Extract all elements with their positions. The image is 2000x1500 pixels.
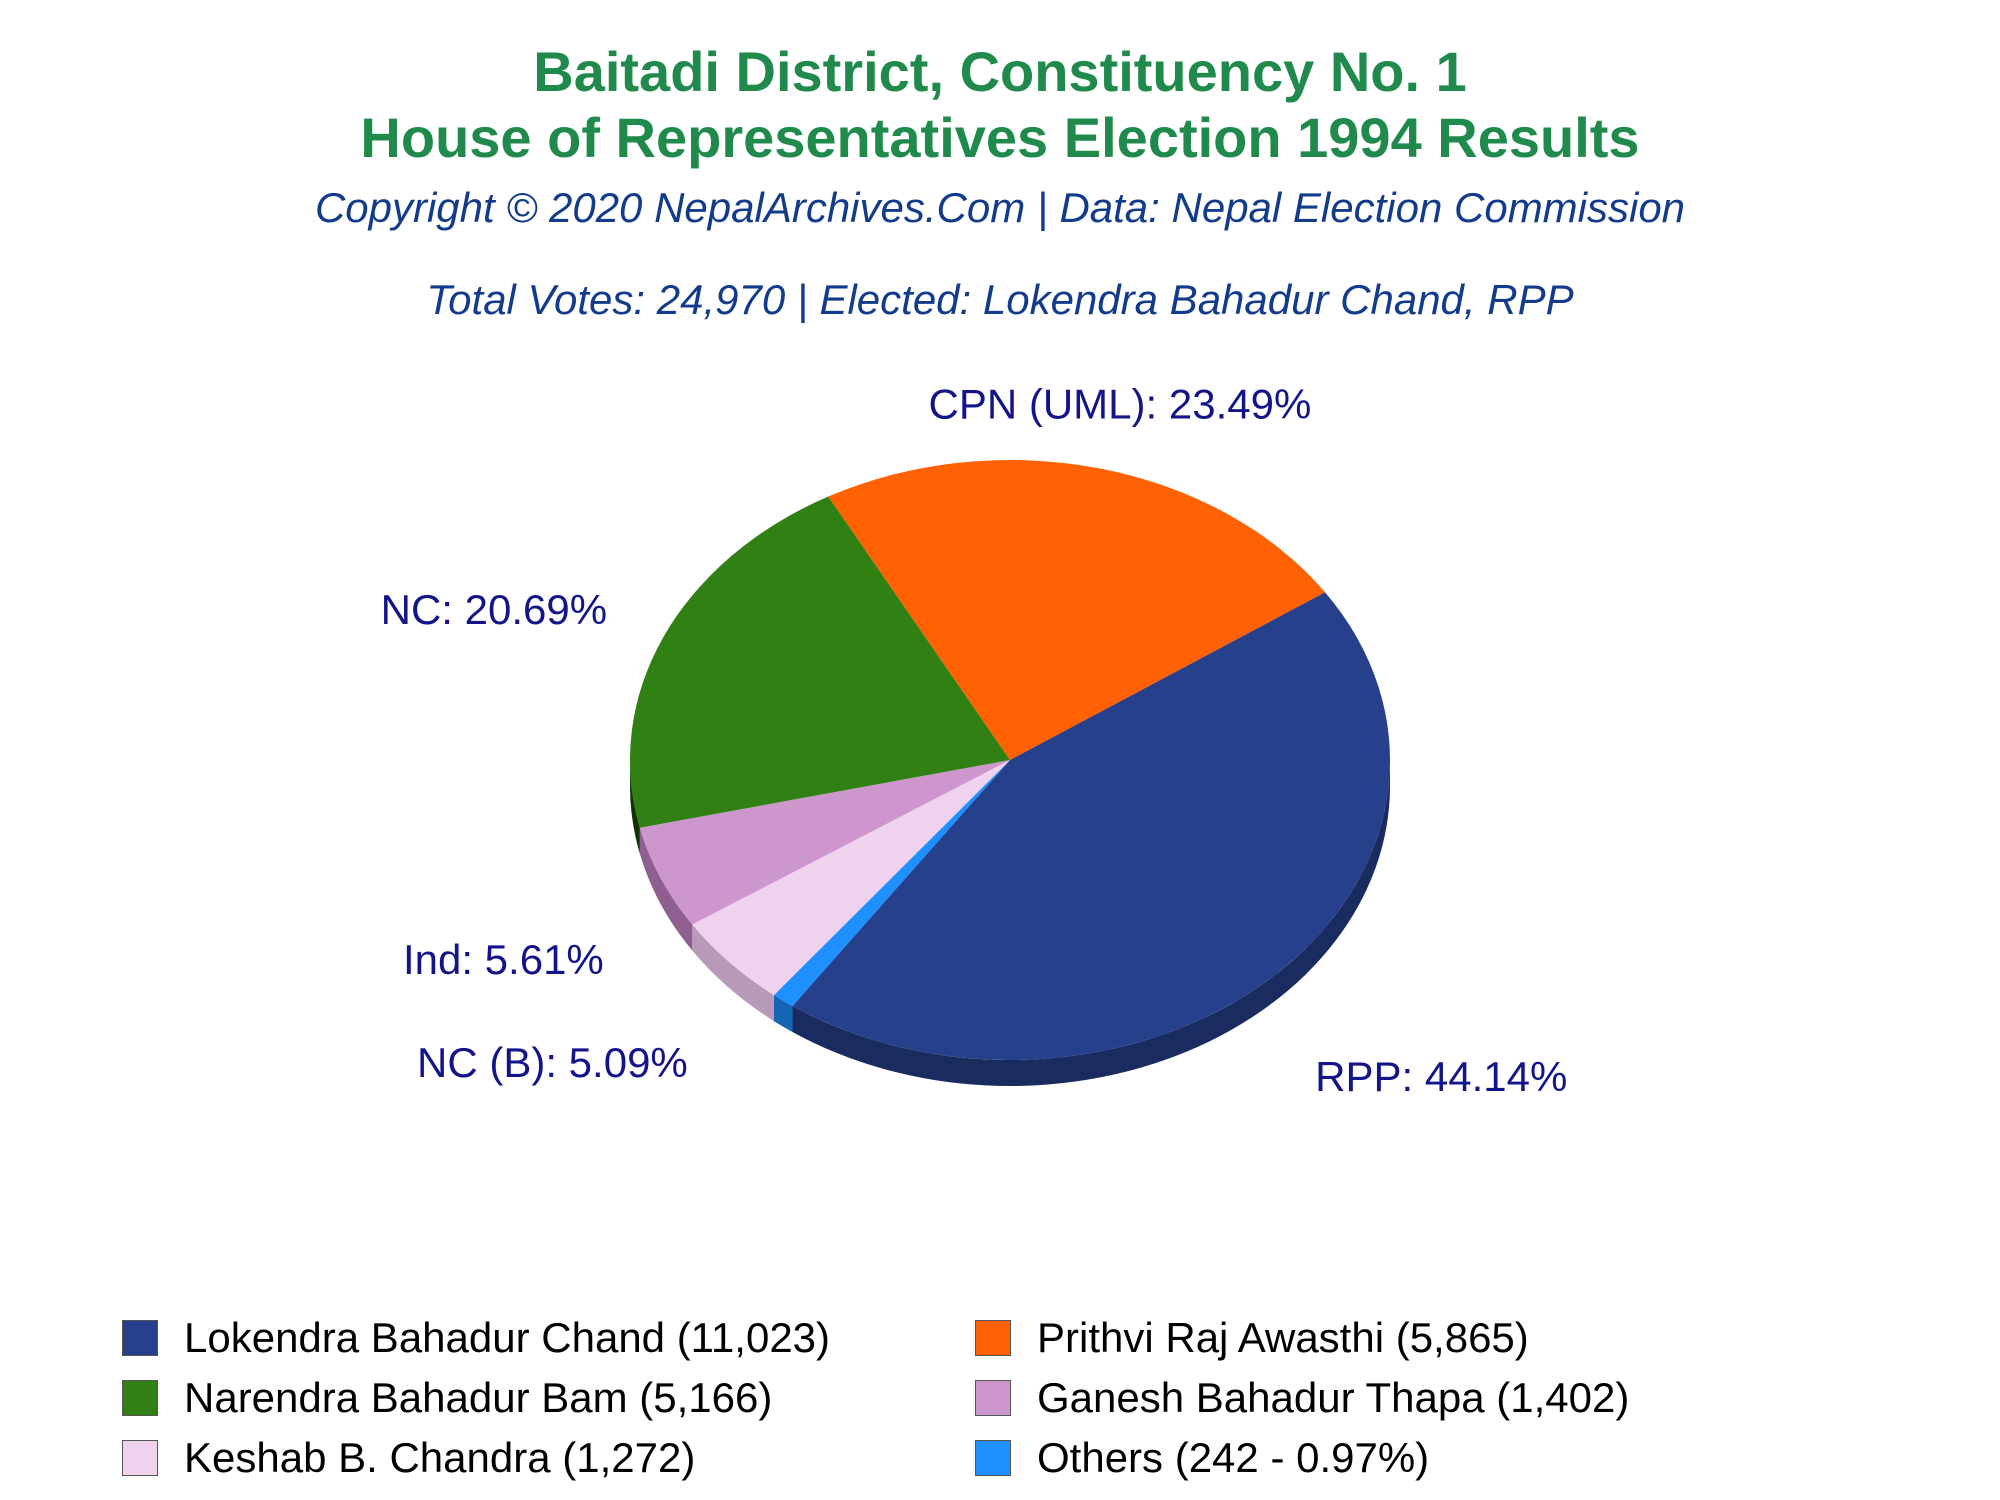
pie-slice-label: RPP: 44.14% bbox=[1315, 1053, 1567, 1100]
pie-slice bbox=[639, 760, 1010, 925]
pie-depth-group bbox=[630, 760, 1390, 1086]
pie-slices-group bbox=[630, 460, 1390, 1061]
pie-slice-side bbox=[773, 995, 793, 1032]
chart-legend: Lokendra Bahadur Chand (11,023) Prithvi R… bbox=[0, 1300, 2000, 1500]
legend-item: Prithvi Raj Awasthi (5,865) bbox=[975, 1310, 1529, 1366]
pie-slice-label: NC (B): 5.09% bbox=[417, 1039, 688, 1086]
pie-slice-label: CPN (UML): 23.49% bbox=[929, 380, 1312, 427]
chart-title-line2: House of Representatives Election 1994 R… bbox=[360, 106, 1640, 169]
legend-swatch bbox=[122, 1320, 158, 1356]
pie-slice-side bbox=[639, 827, 693, 951]
pie-slice-side bbox=[692, 924, 774, 1022]
chart-title-line1: Baitadi District, Constituency No. 1 bbox=[533, 40, 1467, 103]
legend-label: Ganesh Bahadur Thapa (1,402) bbox=[1037, 1374, 1630, 1421]
pie-slice bbox=[828, 460, 1326, 760]
legend-item: Lokendra Bahadur Chand (11,023) bbox=[122, 1310, 830, 1366]
legend-item: Ganesh Bahadur Thapa (1,402) bbox=[975, 1370, 1629, 1426]
legend-swatch bbox=[975, 1380, 1011, 1416]
legend-item: Others (242 - 0.97%) bbox=[975, 1430, 1429, 1486]
legend-label: Prithvi Raj Awasthi (5,865) bbox=[1037, 1314, 1529, 1361]
pie-slice bbox=[692, 760, 1010, 996]
legend-item: Narendra Bahadur Bam (5,166) bbox=[122, 1370, 772, 1426]
pie-slice-label: NC: 20.69% bbox=[381, 586, 607, 633]
pie-slice bbox=[773, 760, 1010, 1006]
pie-slice-label: Ind: 5.61% bbox=[403, 936, 604, 983]
legend-label: Others (242 - 0.97%) bbox=[1037, 1434, 1430, 1481]
pie-slice-side bbox=[630, 760, 640, 854]
legend-swatch bbox=[122, 1380, 158, 1416]
legend-label: Lokendra Bahadur Chand (11,023) bbox=[184, 1314, 831, 1361]
pie-labels-group: RPP: 44.14% NC (B): 5.09% Ind: 5.61% NC: 20… bbox=[381, 380, 1568, 1099]
legend-swatch bbox=[975, 1320, 1011, 1356]
legend-label: Keshab B. Chandra (1,272) bbox=[184, 1434, 696, 1481]
pie-slice bbox=[792, 592, 1390, 1061]
legend-swatch bbox=[975, 1440, 1011, 1476]
summary-text: Total Votes: 24,970 | Elected: Lokendra … bbox=[426, 276, 1574, 323]
pie-slice-side bbox=[792, 760, 1390, 1086]
pie-chart: RPP: 44.14% NC (B): 5.09% Ind: 5.61% NC: 20… bbox=[381, 380, 1568, 1099]
legend-label: Narendra Bahadur Bam (5,166) bbox=[184, 1374, 773, 1421]
pie-slice bbox=[630, 496, 1010, 828]
legend-item: Keshab B. Chandra (1,272) bbox=[122, 1430, 695, 1486]
copyright-text: Copyright © 2020 NepalArchives.Com | Dat… bbox=[314, 184, 1686, 231]
legend-swatch bbox=[122, 1440, 158, 1476]
